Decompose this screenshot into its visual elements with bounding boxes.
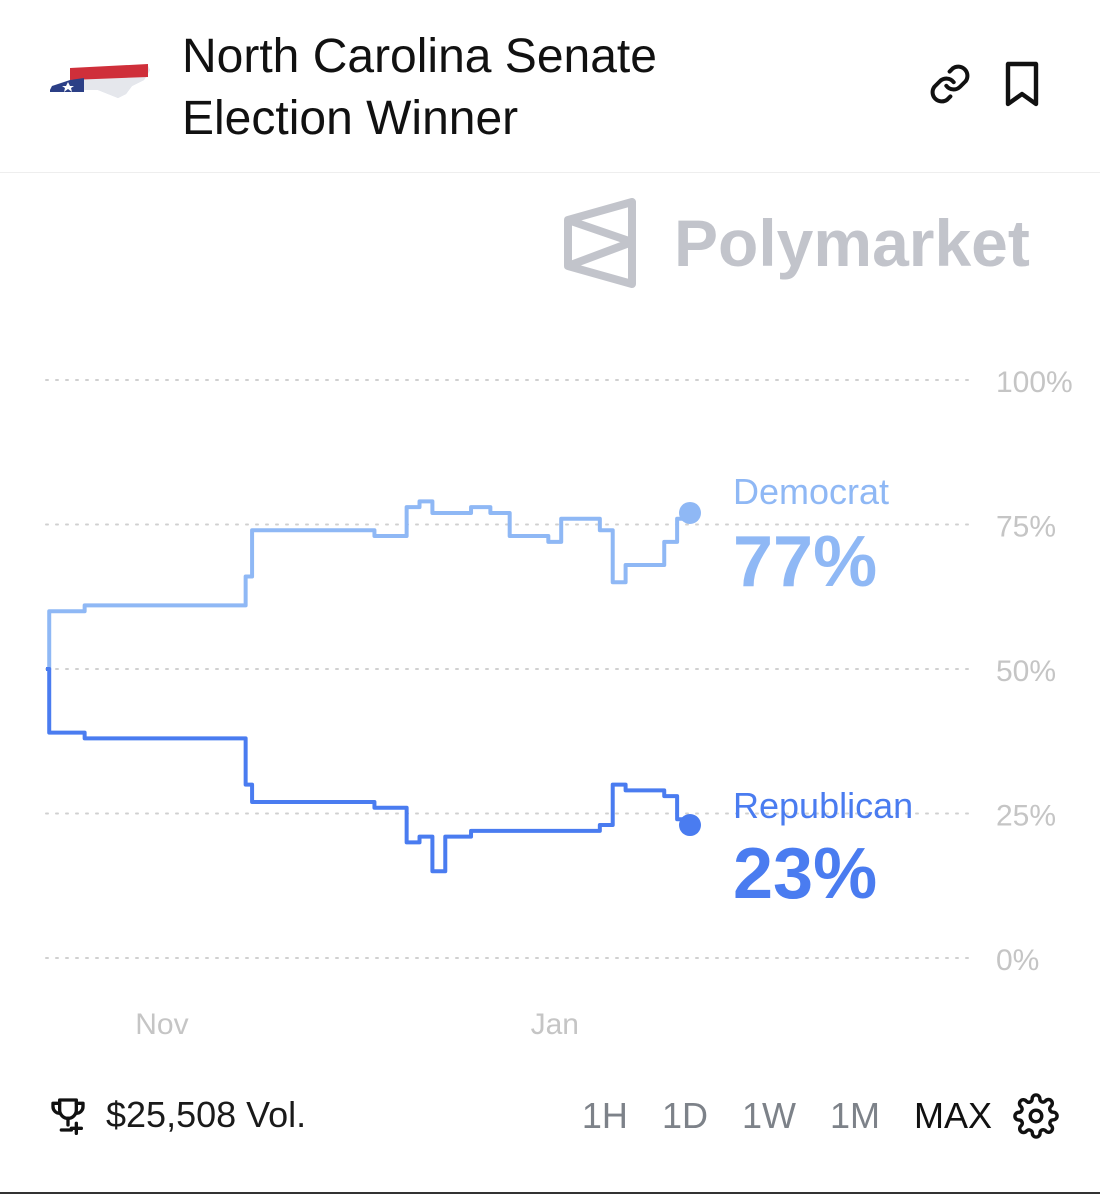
- y-tick-label: 25%: [996, 800, 1056, 833]
- series-name-label: Democrat: [733, 471, 889, 512]
- trophy-icon: [51, 1098, 85, 1135]
- copy-link-button[interactable]: [924, 58, 976, 110]
- market-header: North Carolina Senate Election Winner: [0, 0, 1100, 173]
- x-tick-label: Nov: [135, 1008, 188, 1041]
- series-value-label: 77%: [733, 522, 877, 602]
- range-1d[interactable]: 1D: [661, 1095, 708, 1136]
- volume-text: $25,508 Vol.: [106, 1094, 307, 1135]
- y-tick-label: 100%: [996, 366, 1073, 399]
- bookmark-button[interactable]: [996, 58, 1048, 110]
- x-axis-ticks: Nov Jan: [135, 1008, 579, 1041]
- grid-lines: [45, 379, 973, 959]
- gear-icon: [1013, 1093, 1059, 1139]
- series-value-label: 23%: [733, 834, 877, 914]
- title-line-1: North Carolina Senate: [182, 30, 657, 83]
- time-range-selector: 1H 1D 1W 1M MAX: [548, 1092, 1060, 1140]
- series-line-democrat: [46, 499, 692, 671]
- bottom-divider: [0, 1192, 1100, 1194]
- bookmark-icon: [1005, 61, 1039, 107]
- series-endpoint-democrat: [679, 501, 701, 524]
- y-tick-label: 50%: [996, 655, 1056, 688]
- price-chart: 100% 75% 50% 25% 0% Nov Jan Democrat 77% Republ…: [45, 366, 1073, 1041]
- series-line-republican: [46, 667, 692, 874]
- polymarket-logo-icon: [564, 198, 636, 288]
- series-endpoint-republican: [679, 814, 701, 837]
- chart-footer: $25,508 Vol. 1H 1D 1W 1M MAX: [0, 1080, 1100, 1152]
- y-axis-ticks: 100% 75% 50% 25% 0%: [996, 366, 1073, 977]
- y-tick-label: 75%: [996, 511, 1056, 544]
- range-1m[interactable]: 1M: [829, 1095, 880, 1136]
- series-labels: Democrat 77% Republican 23%: [733, 471, 913, 914]
- series-name-label: Republican: [733, 785, 913, 826]
- chart-settings-button[interactable]: [1012, 1092, 1060, 1140]
- brand-name: Polymarket: [674, 206, 1030, 280]
- range-max[interactable]: MAX: [913, 1095, 992, 1136]
- north-carolina-flag-icon: [50, 64, 150, 98]
- series-lines: [46, 499, 701, 874]
- page-title: North Carolina Senate Election Winner: [182, 26, 822, 150]
- y-tick-label: 0%: [996, 944, 1039, 977]
- link-icon: [930, 64, 970, 104]
- range-1w[interactable]: 1W: [741, 1095, 796, 1136]
- polymarket-watermark: Polymarket: [562, 196, 1030, 290]
- range-1h[interactable]: 1H: [581, 1095, 628, 1136]
- volume-info: $25,508 Vol.: [48, 1094, 306, 1136]
- x-tick-label: Jan: [531, 1008, 579, 1041]
- title-line-2: Election Winner: [182, 92, 519, 145]
